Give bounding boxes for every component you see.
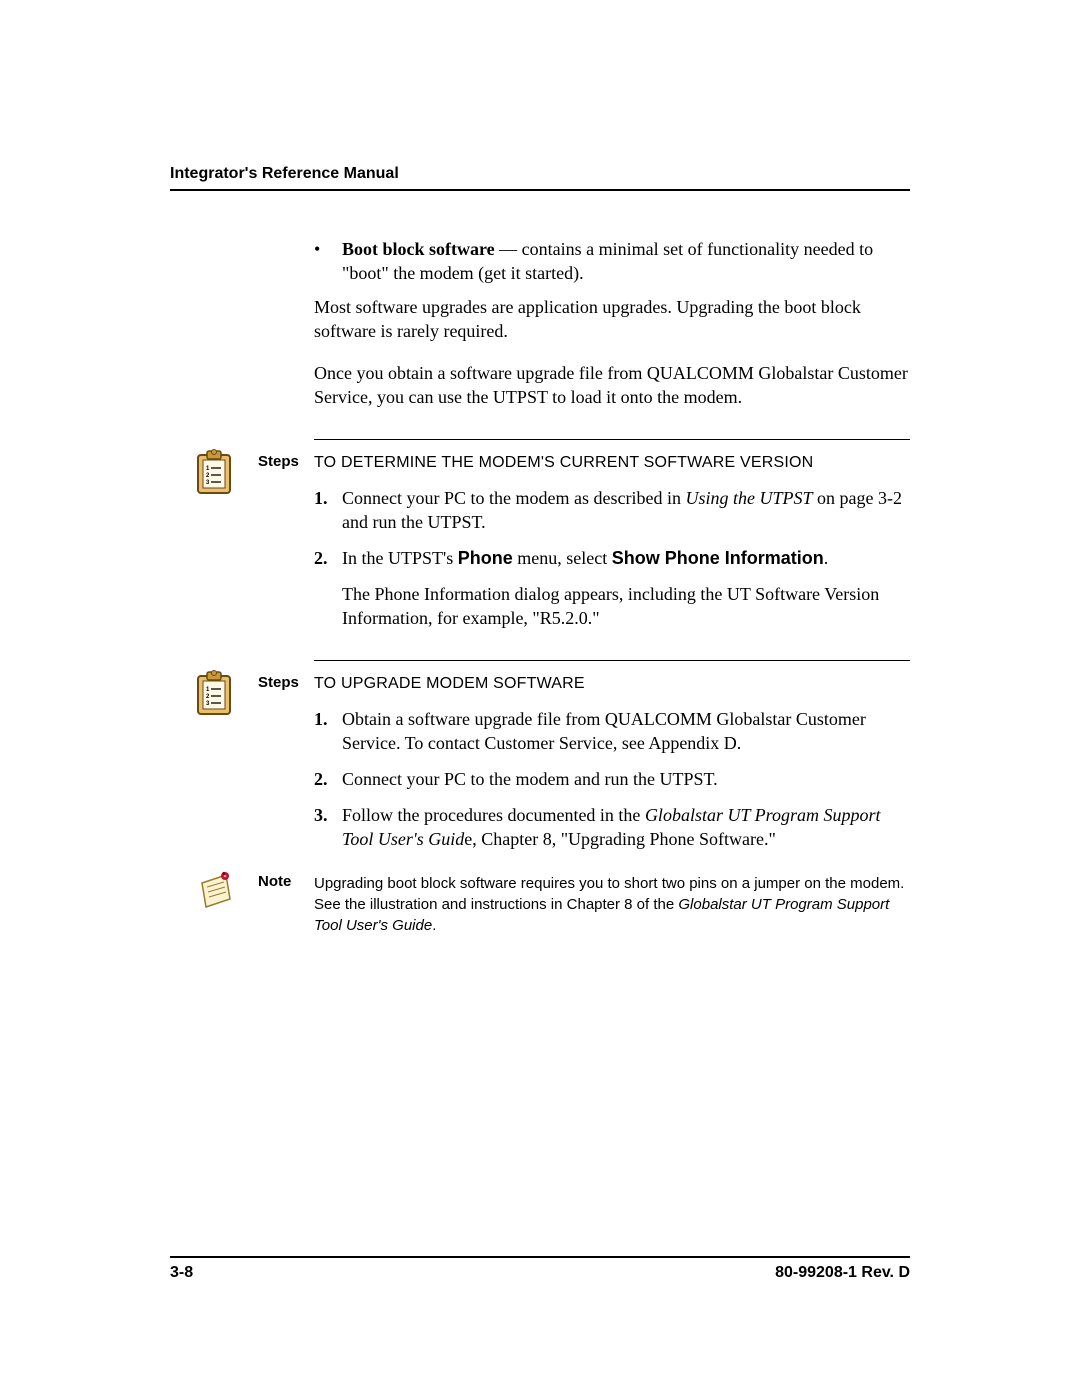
bullet-text: Boot block software — contains a minimal… — [342, 237, 910, 285]
footer: 3-8 80-99208-1 Rev. D — [170, 1256, 910, 1282]
intro-para-2: Once you obtain a software upgrade file … — [314, 361, 910, 409]
page: Integrator's Reference Manual • Boot blo… — [0, 0, 1080, 1397]
step-item: 2. Connect your PC to the modem and run … — [314, 767, 910, 791]
step-item: 1. Connect your PC to the modem as descr… — [314, 486, 910, 534]
step-item: 2. In the UTPST's Phone menu, select Sho… — [314, 546, 910, 570]
step-follow-text: The Phone Information dialog appears, in… — [342, 582, 910, 630]
steps-title: TO DETERMINE THE MODEM'S CURRENT SOFTWAR… — [314, 454, 910, 472]
note-section: Note Upgrading boot block software requi… — [314, 873, 910, 936]
note-body: Upgrading boot block software requires y… — [314, 873, 910, 936]
step-item: 3. Follow the procedures documented in t… — [314, 803, 910, 851]
steps-label: Steps — [258, 674, 299, 691]
steps-title: TO UPGRADE MODEM SOFTWARE — [314, 675, 910, 693]
step-body: Obtain a software upgrade file from QUAL… — [342, 707, 910, 755]
intro-para-1: Most software upgrades are application u… — [314, 295, 910, 343]
step-number: 3. — [314, 803, 342, 851]
section-rule — [314, 660, 910, 661]
steps-label: Steps — [258, 453, 299, 470]
note-icon — [194, 869, 238, 918]
step-number: 1. — [314, 486, 342, 534]
header-title: Integrator's Reference Manual — [170, 165, 399, 182]
step-number: 1. — [314, 707, 342, 755]
steps-section-upgrade: 1 2 3 Steps TO UPGRADE MODEM SOFTWARE 1.… — [314, 660, 910, 851]
steps-section-determine: 1 2 3 Steps TO DETERMINE THE MODEM'S CUR… — [314, 439, 910, 630]
bullet-term: Boot block software — [342, 239, 495, 259]
step-body: Connect your PC to the modem and run the… — [342, 767, 910, 791]
step-item: 1. Obtain a software upgrade file from Q… — [314, 707, 910, 755]
bullet-marker: • — [314, 237, 342, 285]
note-label: Note — [258, 873, 291, 890]
page-number: 3-8 — [170, 1264, 193, 1282]
step-body: Connect your PC to the modem as describe… — [342, 486, 910, 534]
steps-icon: 1 2 3 — [194, 449, 238, 500]
main-content: • Boot block software — contains a minim… — [314, 237, 910, 936]
step-number: 2. — [314, 767, 342, 791]
step-body: Follow the procedures documented in the … — [342, 803, 910, 851]
running-header: Integrator's Reference Manual — [170, 165, 910, 191]
section-rule — [314, 439, 910, 440]
bullet-item: • Boot block software — contains a minim… — [314, 237, 910, 285]
steps-icon: 1 2 3 — [194, 670, 238, 721]
doc-revision: 80-99208-1 Rev. D — [775, 1264, 910, 1282]
step-body: In the UTPST's Phone menu, select Show P… — [342, 546, 910, 570]
step-number: 2. — [314, 546, 342, 570]
